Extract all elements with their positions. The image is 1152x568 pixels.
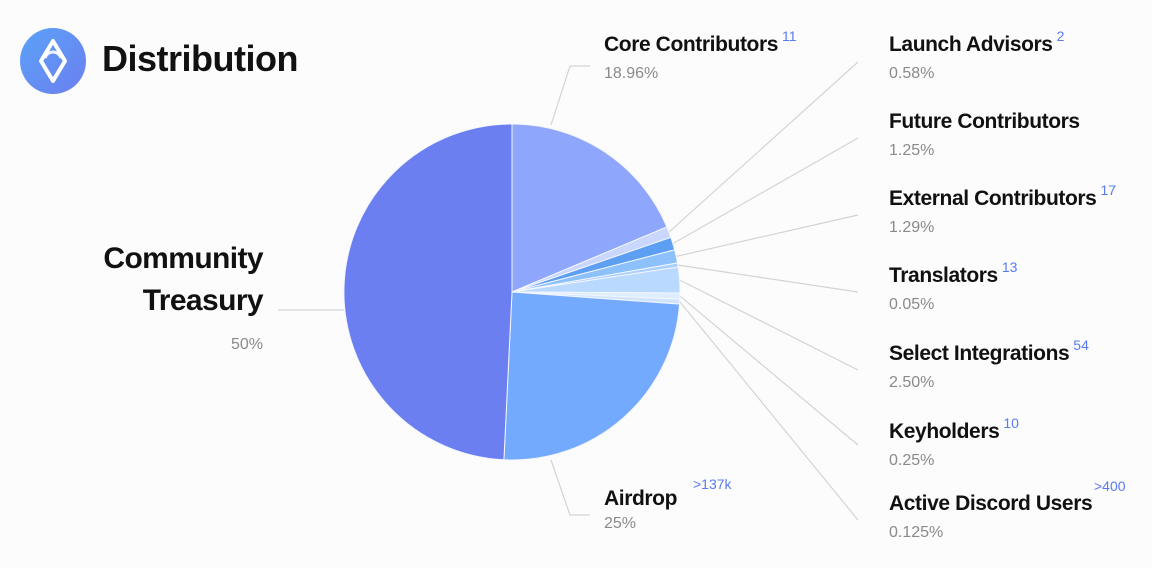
label-future-contributors: Future Contributors 1.25% [889, 110, 1084, 161]
leader-line-launch-advisors [668, 61, 859, 233]
leader-line-active-discord-users [679, 301, 859, 521]
label-launch-advisors: Launch Advisors 2 0.58% [889, 28, 1064, 84]
slice-value: 50% [230, 336, 263, 353]
slice-value: 1.29% [889, 219, 935, 237]
leader-line-translators [677, 264, 859, 293]
slice-count: >137k [693, 476, 732, 492]
slice-count: 11 [782, 28, 797, 44]
label-active-discord-users: Active Discord Users 0.125% [889, 492, 1093, 543]
leader-line-airdrop [550, 459, 590, 516]
leader-line-keyholders [679, 295, 859, 446]
slice-count: >400 [1094, 478, 1126, 494]
label-keyholders: Keyholders 10 0.25% [889, 415, 1019, 471]
slice-label: External Contributors [889, 187, 1097, 210]
slice-label: Launch Advisors [889, 33, 1053, 56]
leader-line-core-contributors [550, 65, 590, 126]
slice-label: Translators [889, 264, 998, 287]
slice-label: Select Integrations [889, 342, 1070, 365]
slice-value: 0.58% [889, 65, 935, 83]
pie-slices [343, 123, 681, 461]
slice-value: 1.25% [889, 142, 935, 160]
slice-value: 0.125% [889, 524, 944, 542]
slice-value: 0.05% [889, 296, 935, 314]
slice-label: Keyholders [889, 420, 1000, 443]
label-airdrop: Airdrop 25% [604, 487, 677, 534]
slice-count: 17 [1100, 182, 1117, 198]
slice-value: 18.96% [604, 65, 659, 83]
leader-line-select-integrations [679, 279, 859, 371]
leader-line-external-contributors [676, 214, 859, 257]
page-title: Distribution [102, 38, 298, 79]
label-core-contributors: Core Contributors 11 18.96% [604, 28, 797, 84]
label-community-treasury: Community Treasury 50% [23, 238, 263, 354]
slice-count: 54 [1073, 337, 1089, 353]
slice-label: Active Discord Users [889, 492, 1093, 515]
label-select-integrations: Select Integrations 54 2.50% [889, 337, 1089, 393]
slice-value: 2.50% [889, 374, 935, 392]
ens-logo-icon [20, 28, 86, 94]
label-external-contributors: External Contributors 17 1.29% [889, 182, 1116, 238]
slice-value: 25% [604, 515, 637, 533]
slice-label: Future Contributors [889, 110, 1080, 133]
leader-line-future-contributors [672, 137, 859, 245]
slice-value: 0.25% [889, 452, 935, 470]
leader-lines [278, 61, 859, 521]
slice-label: Airdrop [604, 487, 678, 510]
label-translators: Translators 13 0.05% [889, 259, 1017, 315]
slice-count: 10 [1003, 415, 1019, 431]
pie-slice-core-contributors [511, 123, 668, 293]
slice-label: Community Treasury [103, 242, 263, 317]
slice-label: Core Contributors [604, 33, 779, 56]
slice-count: 2 [1056, 28, 1065, 44]
pie-slice-community-treasury [343, 123, 513, 461]
slice-count: 13 [1001, 259, 1018, 275]
pie-slice-airdrop [503, 291, 681, 461]
